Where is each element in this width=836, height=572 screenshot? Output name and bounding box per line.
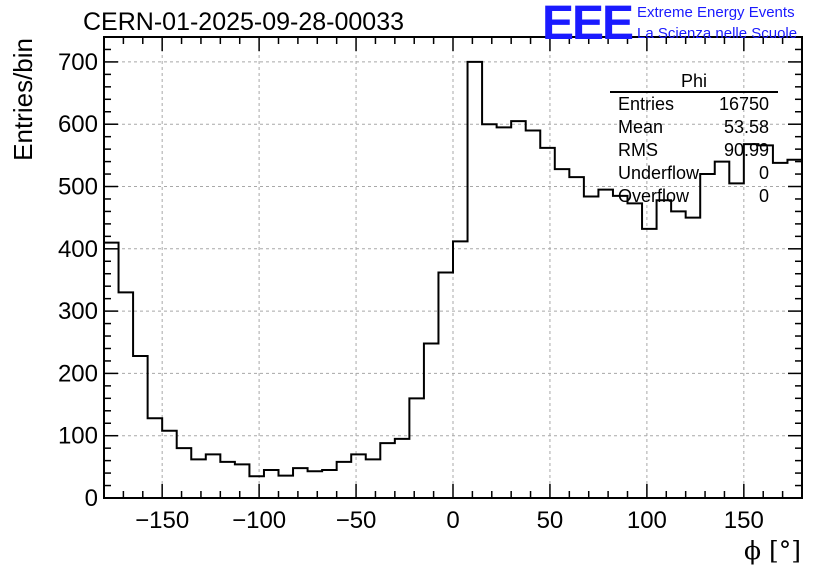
chart-title: CERN-01-2025-09-28-00033 (83, 8, 405, 36)
y-tick-label: 300 (58, 298, 98, 325)
x-tick-label: 150 (724, 507, 764, 534)
stats-row-label: Entries (618, 94, 674, 114)
stats-row-value: 90.99 (724, 140, 769, 160)
y-axis-label: Entries/bin (8, 38, 38, 161)
x-tick-label: 100 (627, 507, 667, 534)
y-tick-label: 700 (58, 49, 98, 76)
stats-row-value: 16750 (719, 94, 769, 114)
stats-row-label: RMS (618, 140, 658, 160)
x-axis-label: ϕ [°] (744, 536, 801, 565)
histogram-series-phi (104, 60, 803, 478)
stats-row-label: Underflow (618, 163, 700, 183)
y-tick-label: 200 (58, 360, 98, 387)
x-tick-label: −150 (135, 507, 189, 534)
stats-row-value: 53.58 (724, 117, 769, 137)
x-tick-label: 0 (446, 507, 459, 534)
logo-line-1: Extreme Energy Events (637, 4, 795, 21)
stats-row-label: Mean (618, 117, 663, 137)
stats-row-value: 0 (759, 186, 769, 206)
x-tick-label: −50 (336, 507, 377, 534)
y-tick-label: 0 (85, 485, 98, 512)
stats-box-title: Phi (681, 71, 707, 91)
y-tick-label: 100 (58, 423, 98, 450)
x-tick-label: 50 (537, 507, 564, 534)
x-tick-label: −100 (232, 507, 286, 534)
stats-row-label: Overflow (618, 186, 690, 206)
stats-row-value: 0 (759, 163, 769, 183)
y-tick-label: 400 (58, 236, 98, 263)
logo-line-2: La Scienza nelle Scuole (637, 25, 798, 42)
y-tick-label: 500 (58, 174, 98, 201)
y-tick-label: 600 (58, 111, 98, 138)
eee-logo: EEE (542, 0, 634, 50)
